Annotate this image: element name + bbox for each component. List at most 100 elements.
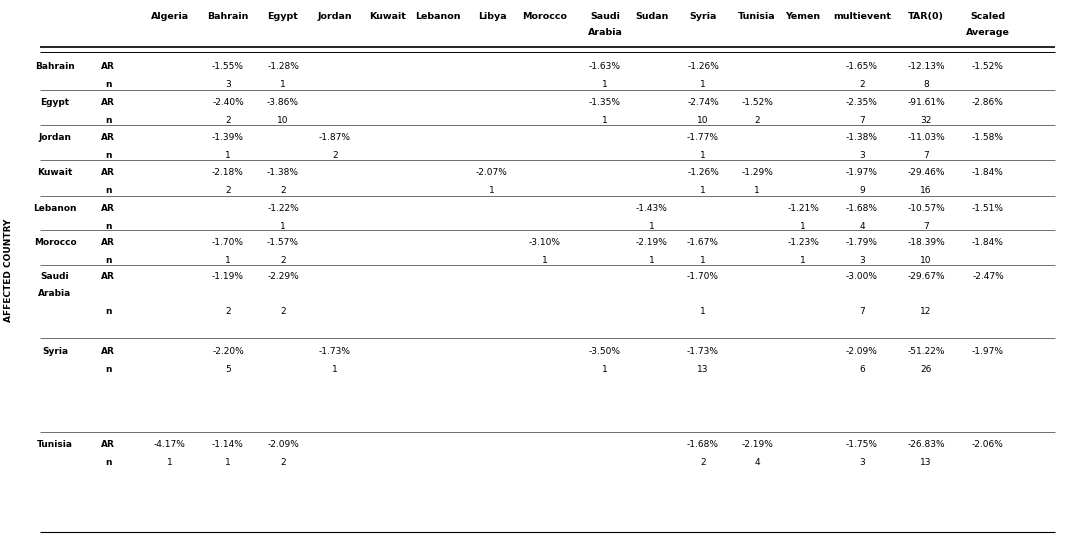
Text: -1.22%: -1.22% bbox=[267, 204, 299, 213]
Text: -4.17%: -4.17% bbox=[154, 440, 186, 449]
Text: -2.09%: -2.09% bbox=[846, 347, 878, 356]
Text: -91.61%: -91.61% bbox=[908, 98, 945, 107]
Text: 7: 7 bbox=[924, 151, 929, 160]
Text: AR: AR bbox=[102, 133, 115, 142]
Text: Lebanon: Lebanon bbox=[33, 204, 77, 213]
Text: n: n bbox=[105, 458, 111, 467]
Text: -1.68%: -1.68% bbox=[846, 204, 878, 213]
Text: 10: 10 bbox=[697, 116, 709, 125]
Text: -1.84%: -1.84% bbox=[972, 168, 1004, 177]
Text: -1.26%: -1.26% bbox=[687, 62, 719, 71]
Text: Morocco: Morocco bbox=[34, 238, 76, 247]
Text: Yemen: Yemen bbox=[786, 12, 821, 21]
Text: Kuwait: Kuwait bbox=[370, 12, 406, 21]
Text: 2: 2 bbox=[859, 80, 865, 89]
Text: 1: 1 bbox=[280, 80, 285, 89]
Text: Jordan: Jordan bbox=[38, 133, 72, 142]
Text: -1.65%: -1.65% bbox=[846, 62, 878, 71]
Text: 1: 1 bbox=[700, 80, 706, 89]
Text: -18.39%: -18.39% bbox=[908, 238, 945, 247]
Text: -1.43%: -1.43% bbox=[636, 204, 668, 213]
Text: Syria: Syria bbox=[42, 347, 68, 356]
Text: n: n bbox=[105, 307, 111, 316]
Text: Arabia: Arabia bbox=[38, 289, 72, 298]
Text: n: n bbox=[105, 256, 111, 265]
Text: -1.97%: -1.97% bbox=[846, 168, 878, 177]
Text: 1: 1 bbox=[602, 80, 608, 89]
Text: AR: AR bbox=[102, 238, 115, 247]
Text: -2.47%: -2.47% bbox=[972, 272, 1004, 281]
Text: -1.70%: -1.70% bbox=[212, 238, 244, 247]
Text: Syria: Syria bbox=[690, 12, 716, 21]
Text: AR: AR bbox=[102, 272, 115, 281]
Text: 1: 1 bbox=[602, 365, 608, 374]
Text: Bahrain: Bahrain bbox=[35, 62, 75, 71]
Text: Bahrain: Bahrain bbox=[207, 12, 249, 21]
Text: -1.73%: -1.73% bbox=[687, 347, 719, 356]
Text: -1.28%: -1.28% bbox=[267, 62, 299, 71]
Text: -3.00%: -3.00% bbox=[846, 272, 878, 281]
Text: 1: 1 bbox=[602, 116, 608, 125]
Text: 1: 1 bbox=[754, 186, 760, 195]
Text: -3.86%: -3.86% bbox=[267, 98, 299, 107]
Text: -1.39%: -1.39% bbox=[212, 133, 244, 142]
Text: 2: 2 bbox=[332, 151, 338, 160]
Text: 7: 7 bbox=[859, 307, 865, 316]
Text: 1: 1 bbox=[649, 256, 655, 265]
Text: -12.13%: -12.13% bbox=[908, 62, 945, 71]
Text: multievent: multievent bbox=[833, 12, 890, 21]
Text: -2.29%: -2.29% bbox=[267, 272, 299, 281]
Text: 3: 3 bbox=[859, 151, 865, 160]
Text: -1.58%: -1.58% bbox=[972, 133, 1004, 142]
Text: n: n bbox=[105, 151, 111, 160]
Text: Egypt: Egypt bbox=[267, 12, 298, 21]
Text: -1.84%: -1.84% bbox=[972, 238, 1004, 247]
Text: -1.52%: -1.52% bbox=[741, 98, 773, 107]
Text: -1.35%: -1.35% bbox=[589, 98, 621, 107]
Text: 4: 4 bbox=[755, 458, 760, 467]
Text: -1.77%: -1.77% bbox=[687, 133, 719, 142]
Text: 6: 6 bbox=[859, 365, 865, 374]
Text: -2.07%: -2.07% bbox=[476, 168, 508, 177]
Text: 1: 1 bbox=[332, 365, 338, 374]
Text: -3.10%: -3.10% bbox=[529, 238, 561, 247]
Text: 2: 2 bbox=[700, 458, 706, 467]
Text: AR: AR bbox=[102, 98, 115, 107]
Text: -1.75%: -1.75% bbox=[846, 440, 878, 449]
Text: 1: 1 bbox=[490, 186, 495, 195]
Text: -2.86%: -2.86% bbox=[972, 98, 1004, 107]
Text: -1.70%: -1.70% bbox=[687, 272, 719, 281]
Text: 2: 2 bbox=[226, 116, 231, 125]
Text: -2.40%: -2.40% bbox=[212, 98, 244, 107]
Text: -2.74%: -2.74% bbox=[687, 98, 718, 107]
Text: 1: 1 bbox=[700, 256, 706, 265]
Text: n: n bbox=[105, 186, 111, 195]
Text: 13: 13 bbox=[697, 365, 709, 374]
Text: AR: AR bbox=[102, 204, 115, 213]
Text: -1.73%: -1.73% bbox=[319, 347, 351, 356]
Text: 1: 1 bbox=[280, 222, 285, 231]
Text: Saudi: Saudi bbox=[590, 12, 620, 21]
Text: n: n bbox=[105, 365, 111, 374]
Text: -2.35%: -2.35% bbox=[846, 98, 878, 107]
Text: AR: AR bbox=[102, 347, 115, 356]
Text: 1: 1 bbox=[700, 307, 706, 316]
Text: -1.38%: -1.38% bbox=[846, 133, 878, 142]
Text: 5: 5 bbox=[226, 365, 231, 374]
Text: TAR(0): TAR(0) bbox=[908, 12, 944, 21]
Text: AR: AR bbox=[102, 62, 115, 71]
Text: Morocco: Morocco bbox=[523, 12, 568, 21]
Text: n: n bbox=[105, 222, 111, 231]
Text: Algeria: Algeria bbox=[151, 12, 189, 21]
Text: 2: 2 bbox=[280, 186, 285, 195]
Text: 2: 2 bbox=[280, 307, 285, 316]
Text: 1: 1 bbox=[700, 151, 706, 160]
Text: 7: 7 bbox=[859, 116, 865, 125]
Text: Jordan: Jordan bbox=[317, 12, 353, 21]
Text: 3: 3 bbox=[226, 80, 231, 89]
Text: 3: 3 bbox=[859, 458, 865, 467]
Text: AR: AR bbox=[102, 168, 115, 177]
Text: Saudi: Saudi bbox=[41, 272, 69, 281]
Text: -1.21%: -1.21% bbox=[787, 204, 819, 213]
Text: 1: 1 bbox=[800, 222, 806, 231]
